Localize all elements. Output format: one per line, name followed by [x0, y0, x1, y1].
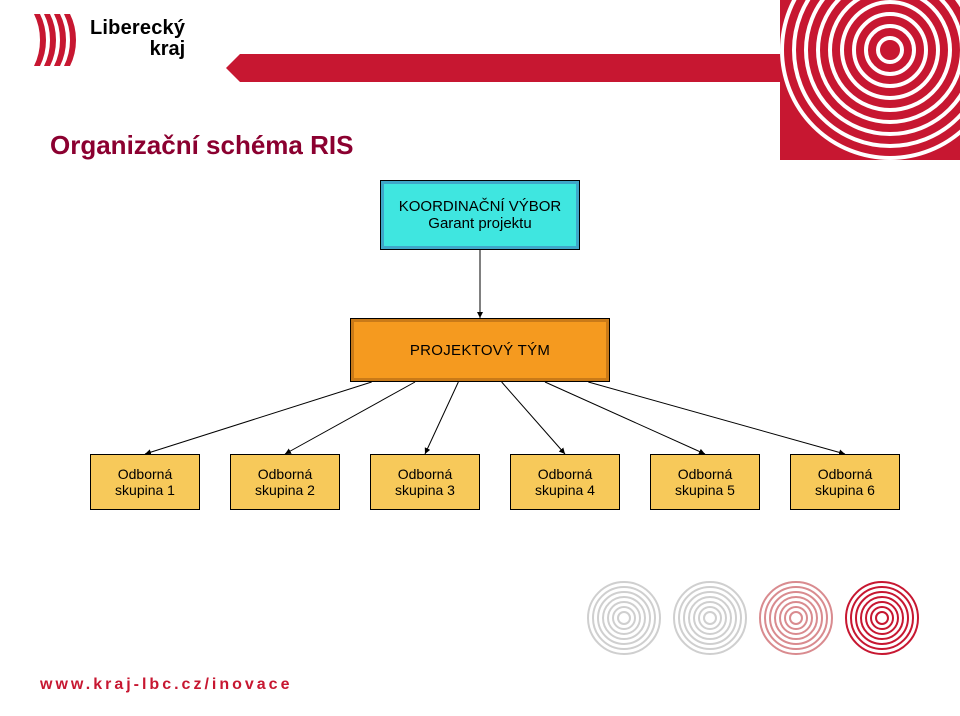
node-koordinacni-vybor: KOORDINAČNÍ VÝBORGarant projektu [380, 180, 580, 250]
node-line: KOORDINAČNÍ VÝBOR [399, 198, 562, 215]
page-title: Organizační schéma RIS [50, 130, 353, 161]
node-odborna-skupina-5: Odbornáskupina 5 [650, 454, 760, 510]
node-odborna-skupina-4: Odbornáskupina 4 [510, 454, 620, 510]
ring-swatch-3-icon [758, 580, 834, 656]
node-line: Odborná [398, 466, 452, 482]
node-line: skupina 3 [395, 482, 455, 498]
brand-logo: Liberecký kraj [34, 14, 185, 66]
brand-line1: Liberecký [90, 18, 185, 39]
node-line: Odborná [678, 466, 732, 482]
node-odborna-skupina-2: Odbornáskupina 2 [230, 454, 340, 510]
node-line: skupina 1 [115, 482, 175, 498]
node-line: Odborná [258, 466, 312, 482]
ring-swatch-2-icon [672, 580, 748, 656]
node-odborna-skupina-1: Odbornáskupina 1 [90, 454, 200, 510]
node-odborna-skupina-6: Odbornáskupina 6 [790, 454, 900, 510]
node-projektovy-tym: PROJEKTOVÝ TÝM [350, 318, 610, 382]
node-line: Odborná [818, 466, 872, 482]
node-line: skupina 5 [675, 482, 735, 498]
header: Liberecký kraj [0, 0, 960, 90]
node-line: skupina 4 [535, 482, 595, 498]
logo-mark-icon [34, 14, 84, 66]
node-line: Odborná [118, 466, 172, 482]
node-line: Garant projektu [428, 215, 531, 232]
rings-top-icon [780, 0, 960, 160]
brand-line2: kraj [90, 39, 185, 60]
node-line: Odborná [538, 466, 592, 482]
node-odborna-skupina-3: Odbornáskupina 3 [370, 454, 480, 510]
rings-row [586, 580, 920, 656]
ring-swatch-4-icon [844, 580, 920, 656]
brand-text: Liberecký kraj [90, 14, 185, 60]
node-line: PROJEKTOVÝ TÝM [410, 342, 550, 359]
ring-swatch-1-icon [586, 580, 662, 656]
footer-url: www.kraj-lbc.cz/inovace [40, 676, 292, 694]
node-line: skupina 2 [255, 482, 315, 498]
node-line: skupina 6 [815, 482, 875, 498]
